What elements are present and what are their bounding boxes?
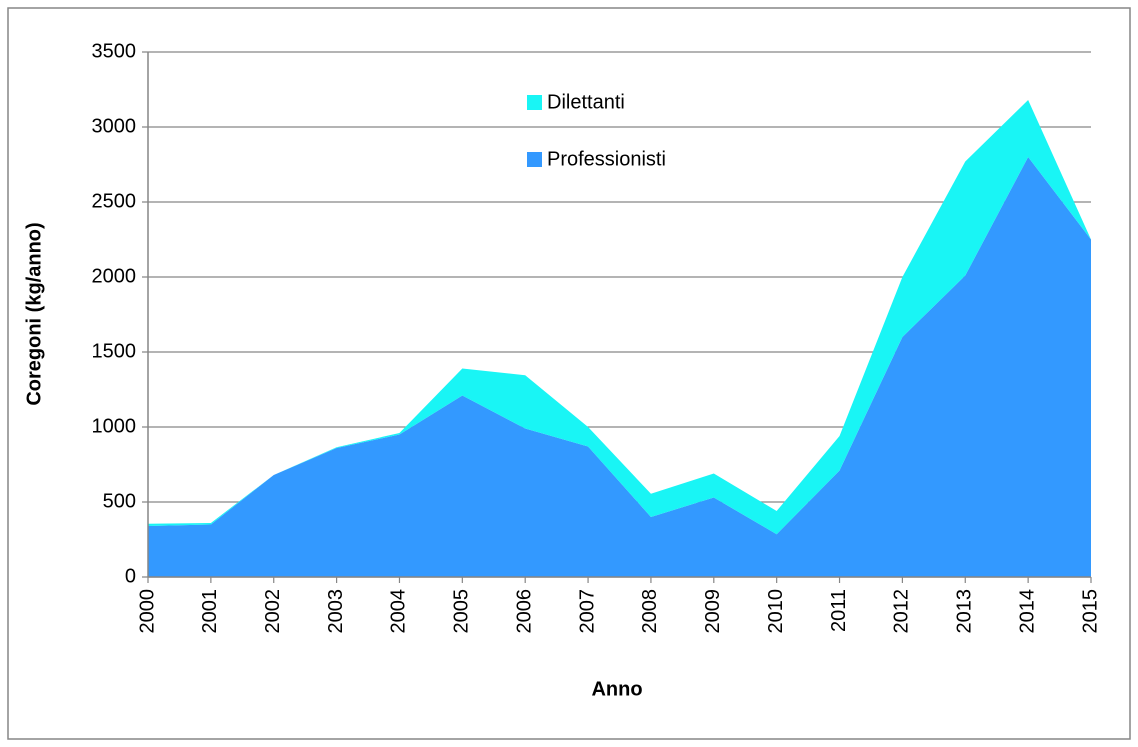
x-tick-label: 2014: [1016, 589, 1038, 634]
legend-label: Professionisti: [547, 148, 666, 170]
x-axis-title: Anno: [591, 678, 642, 700]
legend-label: Dilettanti: [547, 91, 625, 113]
x-tick-label: 2005: [451, 589, 473, 634]
x-tick-label: 2010: [765, 589, 787, 634]
y-tick-label: 3500: [92, 40, 137, 62]
area: [148, 100, 1091, 535]
x-tick-label: 2007: [576, 589, 598, 634]
y-tick-label: 0: [125, 565, 136, 587]
y-tick-label: 500: [103, 490, 136, 512]
legend-swatch: [527, 95, 542, 110]
legend-swatch: [527, 152, 542, 167]
x-tick-label: 2008: [639, 589, 661, 634]
x-tick-label: 2009: [702, 589, 724, 634]
x-tick-label: 2000: [136, 589, 158, 634]
y-axis-title: Coregoni (kg/anno): [23, 222, 45, 405]
x-tick-label: 2011: [828, 589, 850, 632]
x-tick-label: 2001: [199, 589, 221, 634]
y-tick-label: 3000: [92, 115, 137, 137]
area: [148, 157, 1091, 577]
y-tick-label: 1500: [92, 340, 137, 362]
x-tick-label: 2013: [954, 589, 976, 634]
y-tick-label: 2000: [92, 265, 137, 287]
x-tick-label: 2004: [388, 589, 410, 634]
x-tick-label: 2012: [891, 589, 913, 634]
x-tick-label: 2002: [262, 589, 284, 634]
x-tick-label: 2006: [513, 589, 535, 634]
x-tick-label: 2015: [1079, 589, 1101, 634]
y-tick-label: 2500: [92, 190, 137, 212]
x-tick-label: 2003: [325, 589, 347, 634]
y-tick-label: 1000: [92, 415, 137, 437]
